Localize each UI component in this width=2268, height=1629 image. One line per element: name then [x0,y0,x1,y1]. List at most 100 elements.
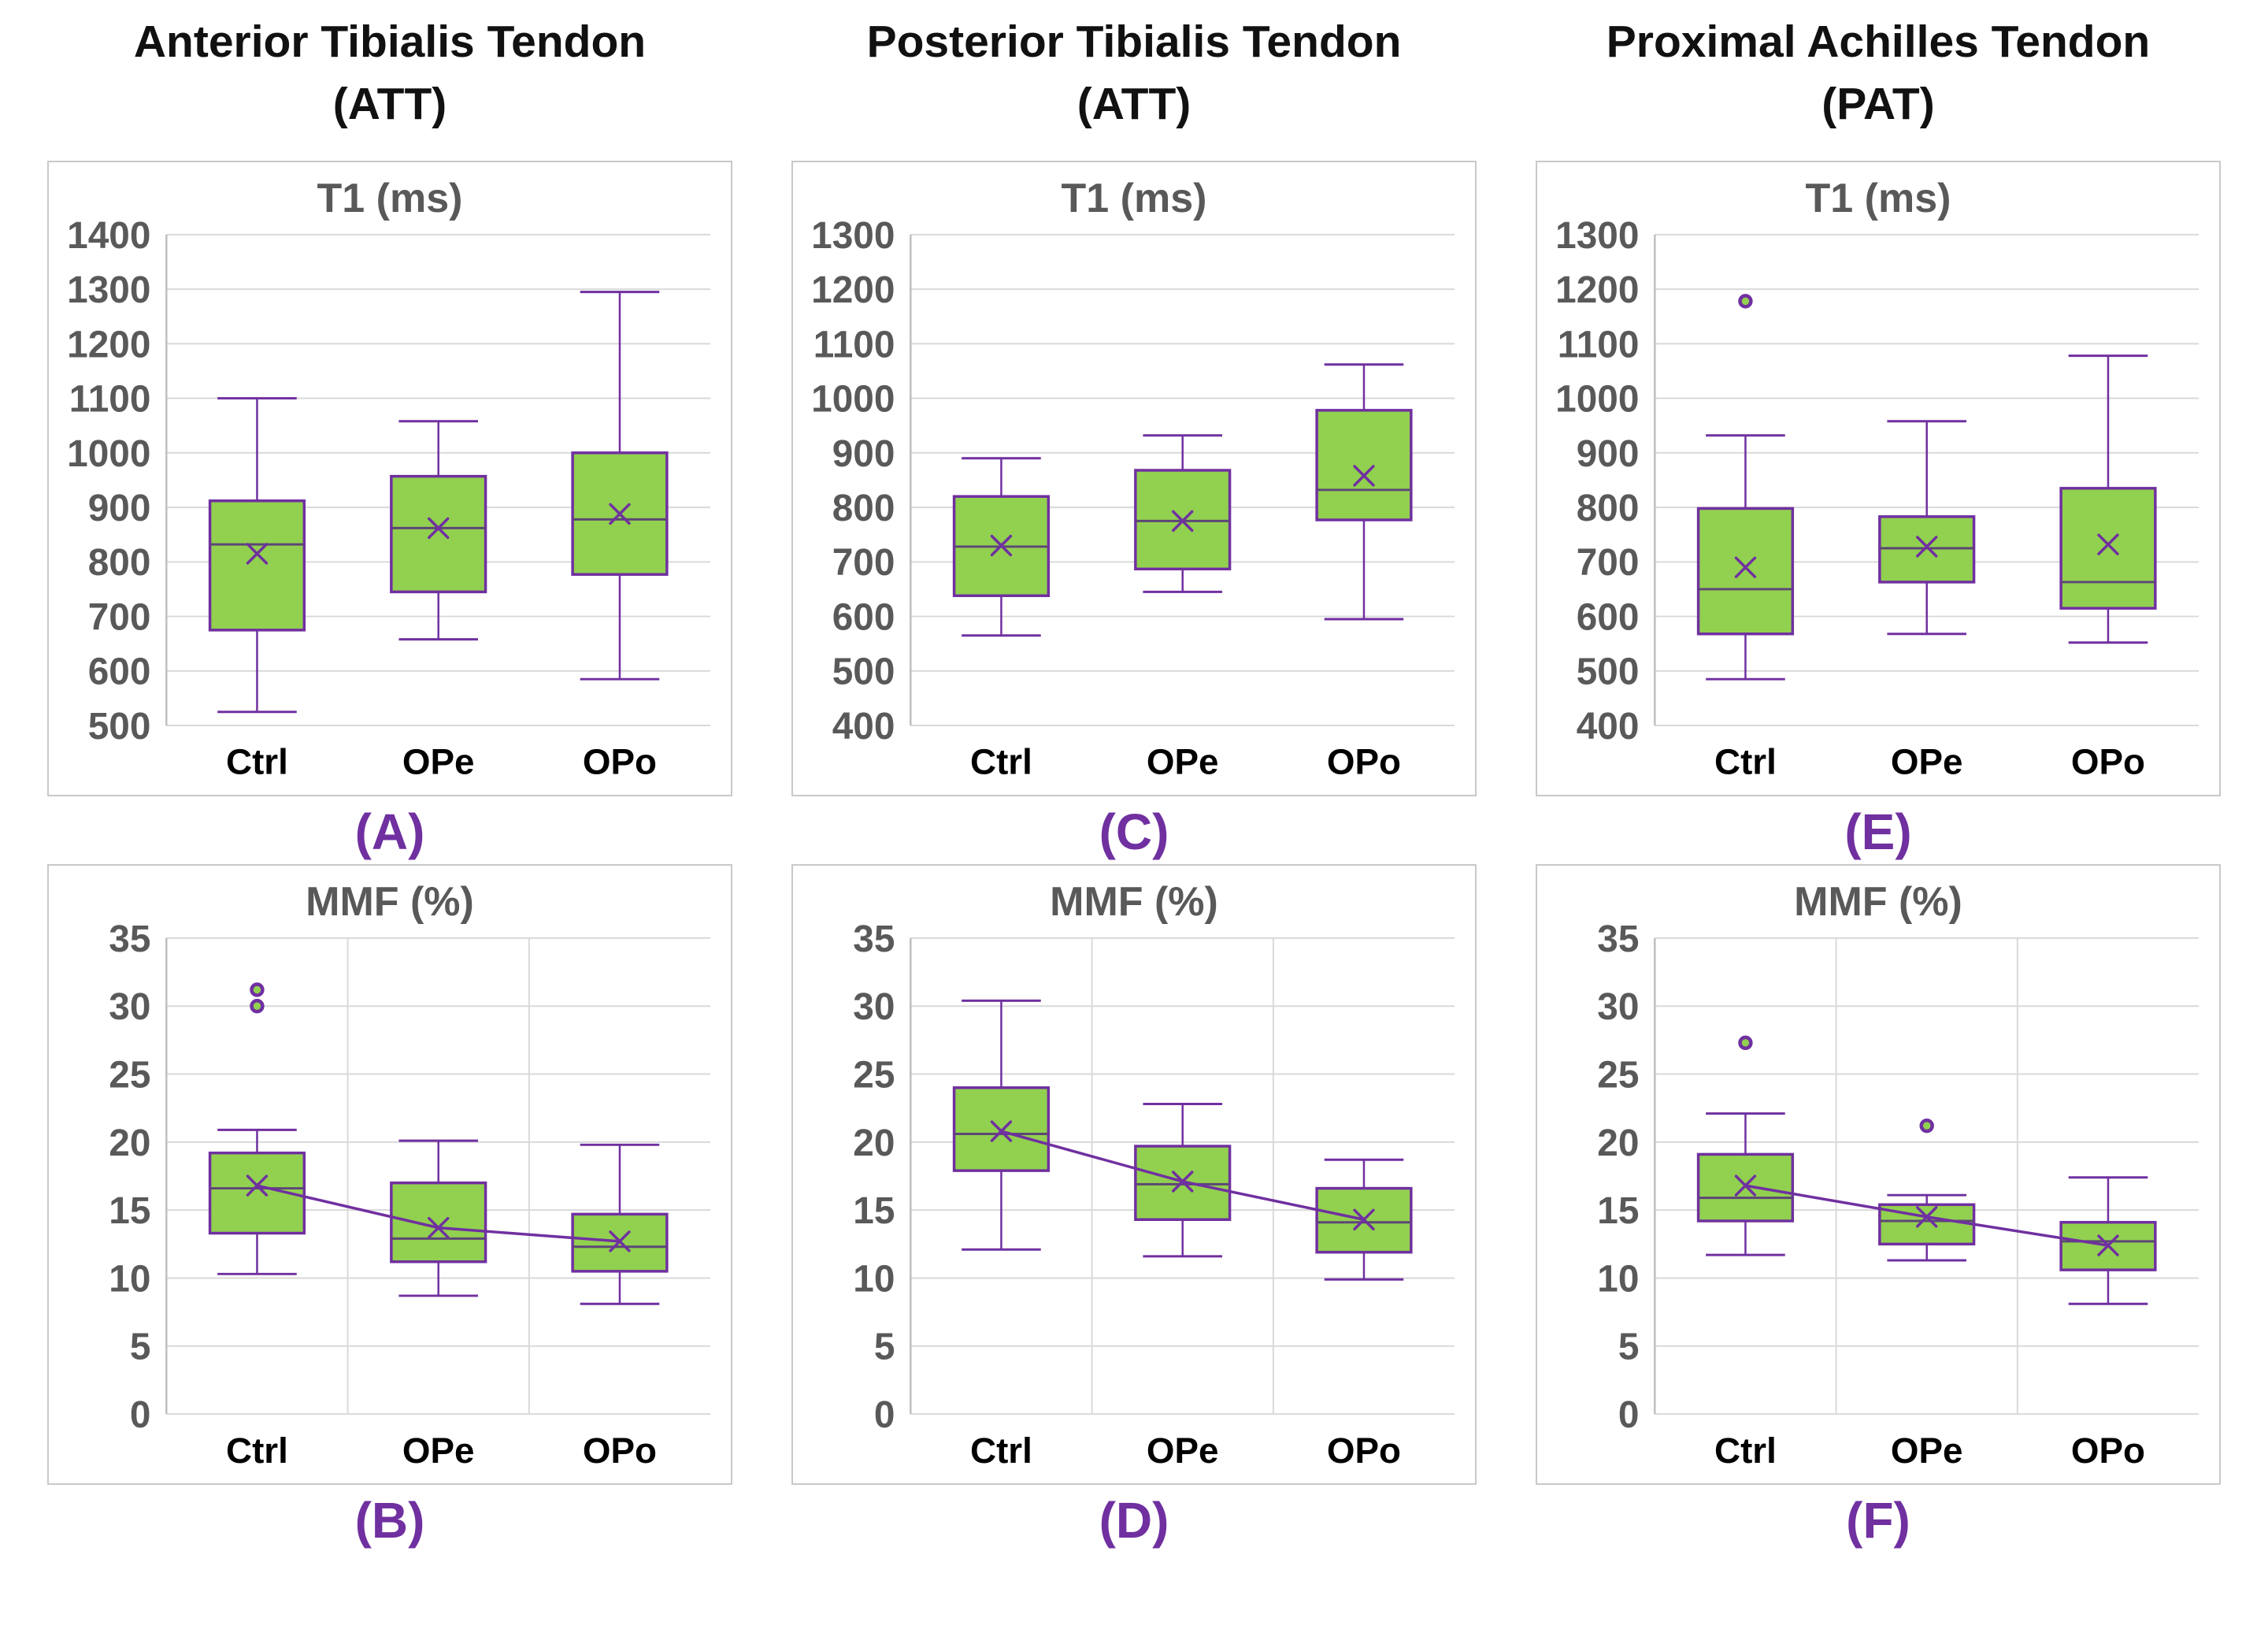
svg-text:OPo: OPo [2071,1430,2145,1471]
chart-panel-C: T1 (ms) 400 500 600 700 800 900 1000 1100 1200 13… [791,161,1477,796]
svg-text:0: 0 [1618,1394,1640,1436]
svg-text:800: 800 [832,488,895,529]
column-header: Proximal Achilles Tendon (PAT) [1536,11,2221,143]
boxplot-chart-F: 0 5 10 15 20 25 30 35 Ctrl OPe OPo [1597,924,2199,1471]
svg-text:25: 25 [1597,1054,1639,1096]
svg-text:10: 10 [109,1258,150,1300]
svg-text:1000: 1000 [1555,379,1639,421]
svg-text:OPo: OPo [583,1430,657,1471]
svg-text:20: 20 [109,1122,150,1164]
column-proximal-achilles: Proximal Achilles Tendon (PAT) T1 (ms) 4… [1536,11,2221,1629]
svg-text:5: 5 [874,1327,895,1368]
panel-label-A: (A) [354,803,425,860]
column-subtitle: (ATT) [332,78,447,129]
svg-text:1100: 1100 [69,379,151,421]
svg-text:15: 15 [109,1190,150,1232]
svg-text:400: 400 [832,706,895,748]
svg-text:25: 25 [853,1054,895,1096]
svg-text:OPo: OPo [1327,1430,1401,1471]
svg-text:1300: 1300 [1555,221,1639,257]
chart-panel-A: T1 (ms) 500 600 700 800 900 1000 1100 1200 1300 1… [47,161,732,796]
svg-text:500: 500 [1577,651,1640,693]
svg-text:900: 900 [832,433,895,475]
chart-title: MMF (%) [1050,879,1218,926]
svg-text:OPo: OPo [583,742,657,782]
svg-text:OPe: OPe [1147,742,1219,782]
svg-text:10: 10 [853,1258,895,1300]
column-subtitle: (PAT) [1821,78,1935,129]
svg-text:OPe: OPe [402,1430,475,1471]
svg-text:OPe: OPe [402,742,475,782]
svg-text:400: 400 [1577,706,1640,748]
chart-title: T1 (ms) [317,176,463,221]
svg-text:1000: 1000 [67,433,150,475]
svg-text:600: 600 [88,651,151,693]
svg-text:35: 35 [109,924,150,960]
boxplot-chart-E: 400 500 600 700 800 900 1000 1100 1200 1300 Ctrl OP… [1555,221,2199,782]
svg-text:800: 800 [1577,488,1640,529]
svg-text:600: 600 [1577,596,1640,638]
boxplot-chart-B: 0 5 10 15 20 25 30 35 Ctrl OPe OPo [109,924,711,1471]
svg-text:1200: 1200 [67,324,150,366]
svg-text:25: 25 [109,1054,150,1096]
svg-text:5: 5 [130,1327,151,1368]
svg-text:1400: 1400 [67,221,150,257]
svg-text:Ctrl: Ctrl [1714,1430,1777,1471]
svg-text:OPo: OPo [2071,742,2145,782]
column-subtitle: (ATT) [1077,78,1191,129]
column-posterior-tibialis: Posterior Tibialis Tendon (ATT) T1 (ms) … [791,11,1477,1629]
svg-text:OPe: OPe [1147,1430,1219,1471]
chart-title: MMF (%) [1794,879,1962,926]
column-title: Anterior Tibialis Tendon [133,17,647,67]
svg-text:1200: 1200 [811,269,895,311]
svg-text:Ctrl: Ctrl [970,742,1032,782]
chart-title: T1 (ms) [1805,176,1951,221]
panel-label-B: (B) [354,1491,425,1549]
svg-text:30: 30 [853,986,895,1028]
svg-text:30: 30 [109,986,150,1028]
svg-text:OPe: OPe [1891,742,1963,782]
svg-text:20: 20 [853,1122,895,1164]
panel-label-F: (F) [1846,1491,1910,1549]
column-title: Posterior Tibialis Tendon [866,17,1402,67]
svg-text:900: 900 [1577,433,1640,475]
svg-text:1300: 1300 [67,269,150,311]
panel-label-C: (C) [1099,803,1169,860]
chart-panel-B: MMF (%) 0 5 10 15 20 25 30 35 Ctrl OPe OPo [47,864,732,1485]
svg-text:1100: 1100 [1558,324,1640,366]
svg-text:1200: 1200 [1555,269,1639,311]
svg-text:Ctrl: Ctrl [1714,742,1777,782]
column-title: Proximal Achilles Tendon [1606,17,2151,67]
svg-text:1100: 1100 [813,324,895,366]
boxplot-chart-A: 500 600 700 800 900 1000 1100 1200 1300 1400 Ctrl O… [67,221,711,782]
column-anterior-tibialis: Anterior Tibialis Tendon (ATT) T1 (ms) 5… [47,11,732,1629]
chart-title: MMF (%) [306,879,474,926]
chart-panel-F: MMF (%) 0 5 10 15 20 25 30 35 Ctrl OPe OPo [1536,864,2221,1485]
boxplot-chart-C: 400 500 600 700 800 900 1000 1100 1200 1300 Ctrl OP… [811,221,1455,782]
svg-text:700: 700 [1577,542,1640,584]
svg-text:1000: 1000 [811,379,895,421]
svg-text:30: 30 [1597,986,1639,1028]
svg-text:600: 600 [832,596,895,638]
svg-text:OPo: OPo [1327,742,1401,782]
column-header: Anterior Tibialis Tendon (ATT) [47,11,732,143]
svg-text:15: 15 [853,1190,895,1232]
column-header: Posterior Tibialis Tendon (ATT) [791,11,1477,143]
svg-text:0: 0 [874,1394,895,1436]
svg-text:500: 500 [88,706,151,748]
svg-text:35: 35 [1597,924,1639,960]
svg-text:OPe: OPe [1891,1430,1963,1471]
svg-text:Ctrl: Ctrl [226,742,288,782]
svg-text:Ctrl: Ctrl [970,1430,1032,1471]
svg-text:20: 20 [1597,1122,1639,1164]
boxplot-chart-D: 0 5 10 15 20 25 30 35 Ctrl OPe OPo [853,924,1455,1471]
svg-text:0: 0 [130,1394,151,1436]
panel-label-E: (E) [1844,803,1912,860]
chart-panel-E: T1 (ms) 400 500 600 700 800 900 1000 1100 1200 13… [1536,161,2221,796]
svg-text:15: 15 [1597,1190,1639,1232]
svg-text:1300: 1300 [811,221,895,257]
svg-text:700: 700 [832,542,895,584]
svg-text:5: 5 [1618,1327,1640,1368]
svg-text:Ctrl: Ctrl [226,1430,288,1471]
